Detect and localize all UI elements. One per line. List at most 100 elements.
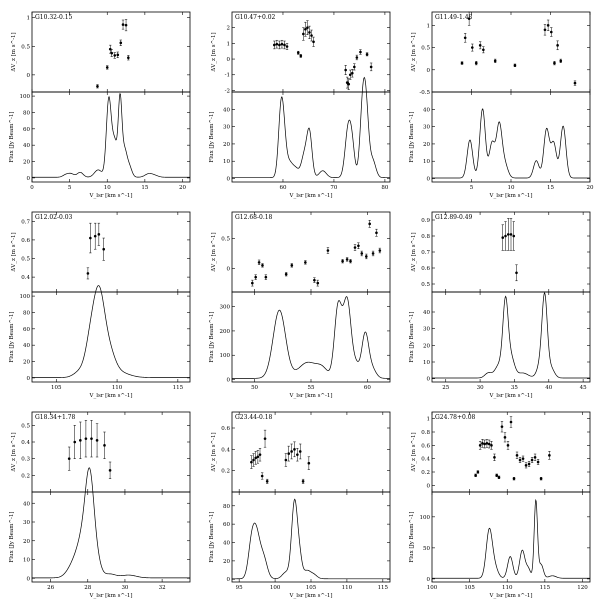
bottom-ytick-label: 100: [220, 353, 231, 359]
data-point: [116, 53, 120, 57]
chart-title: G12.68-0.18: [235, 214, 273, 221]
data-point: [513, 64, 517, 67]
data-point: [371, 252, 375, 255]
spectrum-line: [432, 291, 590, 379]
data-point: [290, 450, 293, 453]
chart-panel: G11.49-1.48 -0.5 0 0.5 1 ΔV_z [m s^-1] 0 10 20 30…: [408, 11, 594, 199]
data-point: [524, 464, 528, 467]
data-point: [312, 40, 315, 44]
data-point: [360, 252, 364, 255]
data-point: [543, 28, 547, 32]
xlabel: V_lsr [km s^-1]: [88, 592, 132, 599]
spectrum-line: [232, 76, 390, 179]
data-point: [273, 43, 276, 47]
xtick-label: 110: [342, 585, 353, 591]
data-point: [536, 460, 540, 464]
data-point: [127, 56, 130, 60]
top-frame: [31, 211, 191, 293]
data-point: [257, 261, 261, 264]
data-point: [90, 437, 93, 440]
bottom-ytick-label: 80: [23, 110, 30, 116]
data-point: [506, 444, 510, 447]
bottom-ytick-label: 60: [223, 522, 230, 528]
xtick-label: 80: [381, 185, 388, 191]
top-ylabel: ΔV_z [m s^-1]: [410, 232, 417, 271]
top-frame: [231, 11, 391, 93]
xtick-label: 28: [84, 585, 91, 591]
bottom-frame: [431, 91, 591, 183]
data-point: [546, 24, 550, 27]
bottom-frame: [431, 491, 591, 583]
data-point: [304, 27, 307, 31]
chart-title: G12.02-0.03: [35, 214, 73, 221]
top-ylabel: ΔV_z [m s^-1]: [210, 32, 217, 71]
top-ylabel: ΔV_z [m s^-1]: [10, 432, 17, 471]
bottom-ytick-label: 50: [423, 546, 430, 552]
xtick-label: 50: [251, 385, 258, 391]
bottom-ytick-label: 40: [23, 501, 30, 507]
data-point: [251, 281, 254, 285]
bottom-ytick-label: 60: [23, 327, 30, 333]
top-ytick-label: 0.7: [21, 219, 30, 225]
xlabel: V_lsr [km s^-1]: [88, 192, 132, 199]
xtick-label: 110: [502, 585, 513, 591]
data-point: [97, 233, 101, 236]
chart-panel: G12.89-0.49 0.5 0.6 0.7 0.8 0.9 ΔV_z [m s^-1] 0…: [408, 211, 591, 399]
bottom-ytick-label: 20: [423, 343, 430, 349]
bottom-ylabel: Flux [Jy Beam^-1]: [208, 111, 215, 162]
data-point: [559, 59, 563, 63]
bottom-ylabel: Flux [Jy Beam^-1]: [408, 311, 415, 362]
xtick-label: 30: [477, 385, 484, 391]
xtick-label: 25: [442, 385, 449, 391]
xtick-label: 100: [427, 585, 438, 591]
bottom-ytick-label: 60: [23, 127, 30, 133]
spectrum-line: [232, 498, 390, 580]
data-point: [349, 259, 352, 263]
xlabel: V_lsr [km s^-1]: [288, 192, 332, 199]
top-ytick-label: 0.6: [421, 443, 430, 449]
data-point: [509, 233, 513, 236]
bottom-ylabel: Flux [Jy Beam^-1]: [8, 511, 15, 562]
spectrum-line: [32, 93, 190, 178]
data-point: [476, 470, 480, 474]
data-point: [350, 71, 354, 75]
xtick-label: 120: [577, 585, 588, 591]
data-point: [93, 234, 97, 238]
bottom-frame: [231, 291, 391, 383]
data-point: [302, 32, 305, 36]
top-ytick-label: 0.5: [421, 282, 430, 288]
data-point: [518, 458, 522, 462]
bottom-ytick-label: 300: [220, 305, 231, 311]
xtick-label: 10: [104, 185, 111, 191]
data-point: [548, 454, 551, 457]
data-point: [345, 258, 349, 261]
bottom-ytick-label: 0: [27, 576, 31, 582]
chart-panel: G18.34+1.78 0.2 0.3 0.4 0.5 ΔV_z [m s^-1] 0 10 2…: [8, 411, 191, 599]
xtick-label: 35: [511, 385, 518, 391]
data-point: [512, 234, 516, 238]
bottom-ytick-label: 0: [427, 377, 431, 383]
data-point: [467, 17, 471, 20]
data-point: [481, 442, 484, 445]
xtick-label: 40: [545, 385, 552, 391]
xlabel: V_lsr [km s^-1]: [88, 392, 132, 399]
chart-panel: G23.44-0.18 0.2 0.4 0.6 ΔV_z [m s^-1] 0 20 40 60…: [208, 411, 391, 599]
bottom-ytick-label: 100: [420, 515, 431, 521]
data-point: [108, 469, 112, 472]
data-point: [280, 42, 284, 46]
xtick-label: 5: [68, 185, 72, 191]
bottom-ylabel: Flux [Jy Beam^-1]: [8, 311, 15, 362]
data-point: [490, 444, 493, 447]
data-point: [96, 84, 99, 88]
data-point: [378, 249, 382, 252]
chart-panel: G12.02-0.03 0.4 0.5 0.6 0.7 ΔV_z [m s^-1] 0 20 4…: [8, 211, 191, 399]
chart-panel: G12.68-0.18 0 0.5 ΔV_z [m s^-1] 0 100 200 300 50…: [208, 211, 391, 399]
data-point: [254, 275, 257, 279]
spectrum-line: [432, 498, 590, 579]
data-point: [254, 456, 257, 460]
xtick-label: 20: [587, 185, 594, 191]
top-ytick-label: 0: [427, 68, 431, 74]
data-point: [252, 458, 255, 462]
xlabel: V_lsr [km s^-1]: [488, 392, 532, 399]
data-point: [293, 448, 296, 451]
